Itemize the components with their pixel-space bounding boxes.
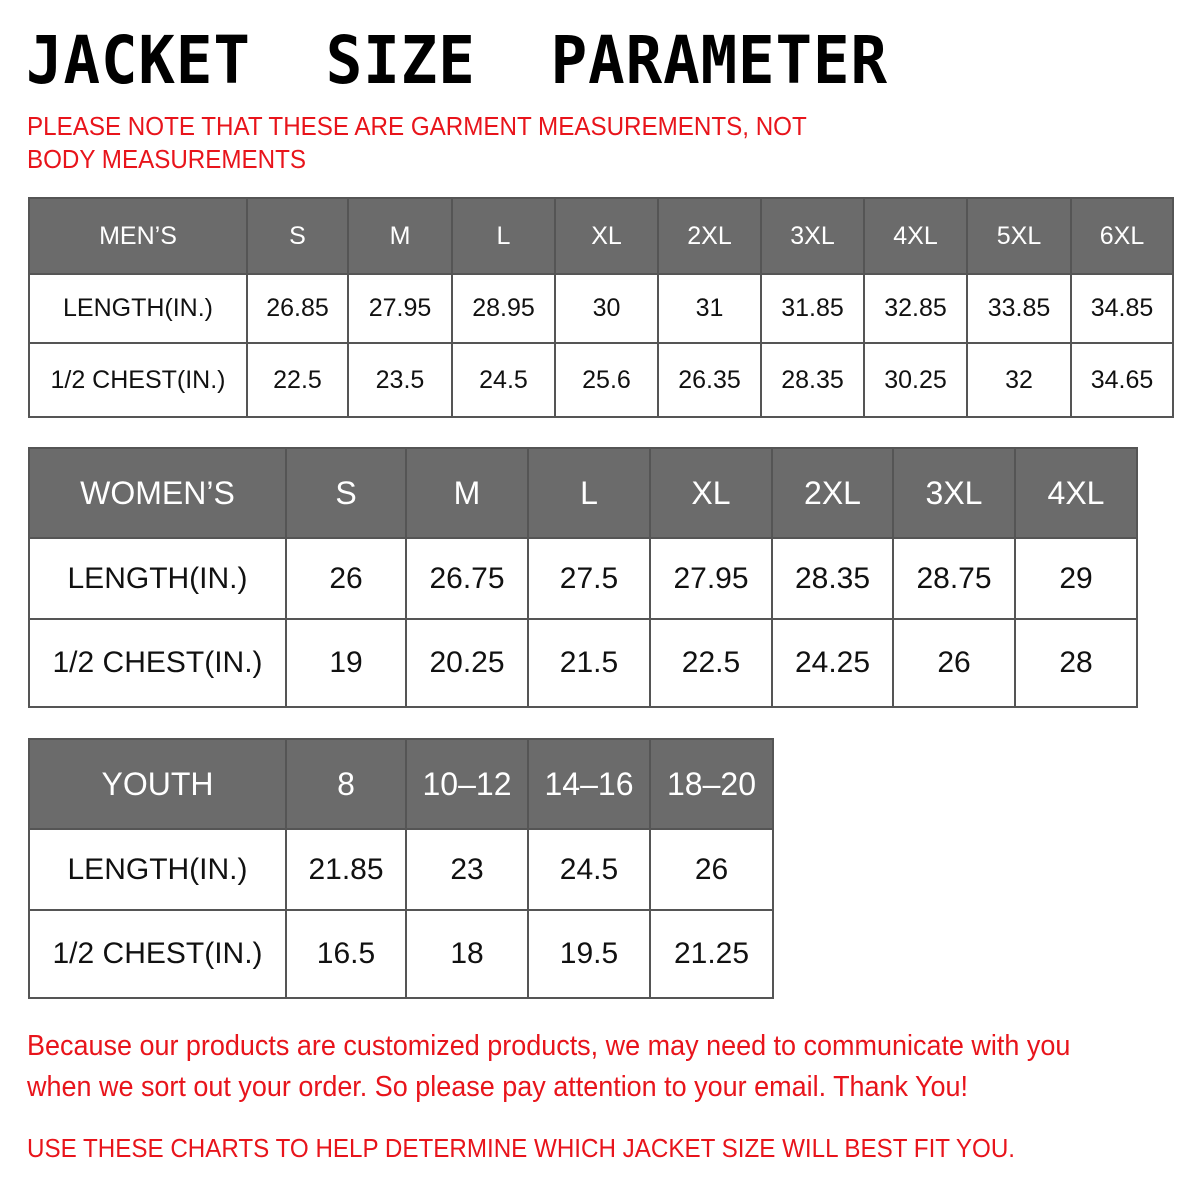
table-cell: 27.95 — [649, 537, 773, 620]
row-label: 1/2 CHEST(IN.) — [28, 342, 248, 418]
womens-size-table: WOMEN’S S M L XL 2XL 3XL 4XL LENGTH(IN.) 26 26.75 2… — [28, 447, 1138, 708]
table-cell: 27.95 — [347, 273, 453, 344]
row-label: 1/2 CHEST(IN.) — [28, 909, 287, 999]
table-cell: 34.65 — [1070, 342, 1174, 418]
table-cell: 33.85 — [966, 273, 1072, 344]
column-header: MEN’S — [28, 197, 248, 275]
footer-line-2: when we sort out your order. So please p… — [27, 1071, 969, 1103]
table-cell: 16.5 — [285, 909, 407, 999]
table-cell: 23.5 — [347, 342, 453, 418]
row-label: LENGTH(IN.) — [28, 273, 248, 344]
column-header: M — [405, 447, 529, 539]
table-cell: 24.25 — [771, 618, 894, 708]
row-label: LENGTH(IN.) — [28, 537, 287, 620]
footer-line-3: USE THESE CHARTS TO HELP DETERMINE WHICH… — [27, 1133, 1016, 1163]
mens-size-table: MEN’S S M L XL 2XL 3XL 4XL 5XL 6XL LENGTH(IN.) 26.8… — [28, 197, 1174, 418]
column-header: 3XL — [760, 197, 865, 275]
header-row: YOUTH 8 10–12 14–16 18–20 — [28, 738, 774, 830]
column-header: L — [451, 197, 556, 275]
table-row: 1/2 CHEST(IN.) 19 20.25 21.5 22.5 24.25 26 28 — [28, 618, 1138, 708]
table-cell: 19 — [285, 618, 407, 708]
table-row: LENGTH(IN.) 26 26.75 27.5 27.95 28.35 28.75 29 — [28, 537, 1138, 620]
column-header: YOUTH — [28, 738, 287, 830]
header-row: MEN’S S M L XL 2XL 3XL 4XL 5XL 6XL — [28, 197, 1174, 275]
column-header: 14–16 — [527, 738, 651, 830]
measurement-note: PLEASE NOTE THAT THESE ARE GARMENT MEASU… — [27, 111, 807, 174]
table-cell: 21.25 — [649, 909, 774, 999]
column-header: XL — [554, 197, 659, 275]
column-header: 4XL — [1014, 447, 1138, 539]
column-header: WOMEN’S — [28, 447, 287, 539]
table-row: 1/2 CHEST(IN.) 16.5 18 19.5 21.25 — [28, 909, 774, 999]
table-cell: 21.85 — [285, 828, 407, 911]
column-header: S — [246, 197, 349, 275]
table-cell: 27.5 — [527, 537, 651, 620]
table-cell: 28 — [1014, 618, 1138, 708]
table-cell: 26 — [892, 618, 1016, 708]
column-header: 10–12 — [405, 738, 529, 830]
table-cell: 25.6 — [554, 342, 659, 418]
header-row: WOMEN’S S M L XL 2XL 3XL 4XL — [28, 447, 1138, 539]
table-cell: 20.25 — [405, 618, 529, 708]
table-cell: 22.5 — [649, 618, 773, 708]
table-cell: 31 — [657, 273, 762, 344]
column-header: L — [527, 447, 651, 539]
column-header: M — [347, 197, 453, 275]
table-cell: 19.5 — [527, 909, 651, 999]
table-cell: 24.5 — [527, 828, 651, 911]
table-cell: 30.25 — [863, 342, 968, 418]
table-cell: 26.75 — [405, 537, 529, 620]
table-cell: 32 — [966, 342, 1072, 418]
table-cell: 26 — [285, 537, 407, 620]
table-cell: 26.85 — [246, 273, 349, 344]
column-header: 8 — [285, 738, 407, 830]
table-cell: 34.85 — [1070, 273, 1174, 344]
table-cell: 31.85 — [760, 273, 865, 344]
table-cell: 26.35 — [657, 342, 762, 418]
column-header: 18–20 — [649, 738, 774, 830]
table-cell: 22.5 — [246, 342, 349, 418]
table-cell: 28.35 — [771, 537, 894, 620]
table-cell: 18 — [405, 909, 529, 999]
column-header: 2XL — [657, 197, 762, 275]
column-header: XL — [649, 447, 773, 539]
column-header: 6XL — [1070, 197, 1174, 275]
row-label: 1/2 CHEST(IN.) — [28, 618, 287, 708]
column-header: 5XL — [966, 197, 1072, 275]
column-header: 3XL — [892, 447, 1016, 539]
table-row: 1/2 CHEST(IN.) 22.5 23.5 24.5 25.6 26.35 28.35… — [28, 342, 1174, 418]
table-cell: 29 — [1014, 537, 1138, 620]
page-title: JACKET SIZE PARAMETER — [26, 22, 888, 99]
table-cell: 28.35 — [760, 342, 865, 418]
table-cell: 28.75 — [892, 537, 1016, 620]
table-cell: 26 — [649, 828, 774, 911]
table-row: LENGTH(IN.) 21.85 23 24.5 26 — [28, 828, 774, 911]
table-cell: 30 — [554, 273, 659, 344]
table-cell: 23 — [405, 828, 529, 911]
footer-line-1: Because our products are customized prod… — [27, 1030, 1071, 1062]
table-cell: 28.95 — [451, 273, 556, 344]
row-label: LENGTH(IN.) — [28, 828, 287, 911]
table-cell: 24.5 — [451, 342, 556, 418]
column-header: S — [285, 447, 407, 539]
column-header: 4XL — [863, 197, 968, 275]
table-row: LENGTH(IN.) 26.85 27.95 28.95 30 31 31.85 32.85… — [28, 273, 1174, 344]
table-cell: 32.85 — [863, 273, 968, 344]
column-header: 2XL — [771, 447, 894, 539]
table-cell: 21.5 — [527, 618, 651, 708]
youth-size-table: YOUTH 8 10–12 14–16 18–20 LENGTH(IN.) 21.85 23 2… — [28, 738, 774, 999]
